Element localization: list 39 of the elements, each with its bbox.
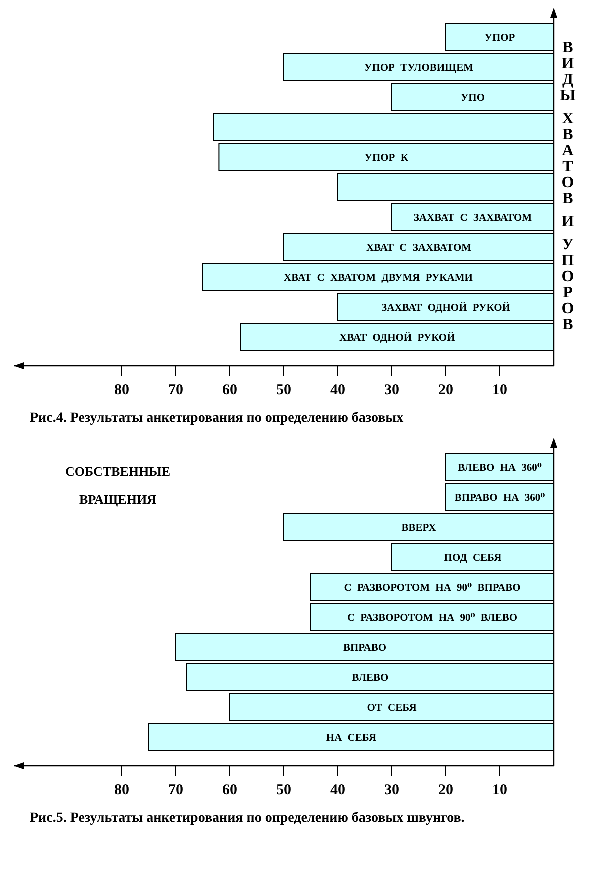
x-tick-label: 30 <box>384 382 400 399</box>
y-tick-label: УПО <box>460 93 486 104</box>
x-tick-label: 70 <box>168 782 184 799</box>
y-tick-label: ЗАХВАТ С ЗАХВАТОМ <box>414 213 532 224</box>
x-tick-label: 20 <box>438 782 454 799</box>
x-tick-label: 30 <box>384 782 400 799</box>
x-tick-label: 50 <box>276 382 292 399</box>
x-tick-label: 60 <box>222 782 238 799</box>
y-tick-label: С РАЗВОРОТОМ НА 90⁰ ВЛЕВО <box>347 613 518 624</box>
y-tick-label: ВЛЕВО НА 360⁰ <box>458 463 542 474</box>
x-tick-label: 40 <box>330 382 346 399</box>
y-tick-label: ВВЕРХ <box>402 523 437 534</box>
annotation: СОБСТВЕННЫЕ ВРАЩЕНИЯ <box>65 464 171 507</box>
x-tick-label: 70 <box>168 382 184 399</box>
x-tick-label: 20 <box>438 382 454 399</box>
x-tick-label: 80 <box>114 382 130 399</box>
y-tick-label: ВПРАВО <box>344 643 386 654</box>
y-tick-label: ВПРАВО НА 360⁰ <box>454 493 546 504</box>
x-tick-label: 40 <box>330 782 346 799</box>
text: Рис.5. Результаты анкетирования по определению базовых швунгов. <box>30 811 465 826</box>
x-tick-label: 10 <box>492 782 508 799</box>
y-tick-label: ВЛЕВО <box>352 673 389 684</box>
x-tick-label: 50 <box>276 782 292 799</box>
y-tick-label: УПОР К <box>364 153 409 164</box>
y-tick-label: ПОД СЕБЯ <box>444 553 502 564</box>
y-tick-label: ХВАТ С ХВАТОМ ДВУМЯ РУКАМИ <box>284 273 473 284</box>
text: ВИДЫ ХВАТОВ И УПОРОВ <box>560 40 576 334</box>
y-tick-label: УПОР ТУЛОВИЩЕМ <box>364 63 474 74</box>
x-tick-label: 10 <box>492 382 508 399</box>
y-tick-label: НА СЕБЯ <box>326 733 377 744</box>
text: Рис.4. Результаты анкетирования по определению базовых <box>30 411 404 426</box>
x-tick-label: 80 <box>114 782 130 799</box>
y-tick-label: С РАЗВОРОТОМ НА 90⁰ ВПРАВО <box>344 583 521 594</box>
y-tick-label: ЗАХВАТ ОДНОЙ РУКОЙ <box>382 302 510 314</box>
x-tick-label: 60 <box>222 382 238 399</box>
y-tick-label: ОТ СЕБЯ <box>367 703 418 714</box>
y-tick-label: ХВАТ ОДНОЙ РУКОЙ <box>340 332 456 344</box>
y-tick-label: УПОР <box>484 33 516 44</box>
y-tick-label: ХВАТ С ЗАХВАТОМ <box>366 243 472 254</box>
